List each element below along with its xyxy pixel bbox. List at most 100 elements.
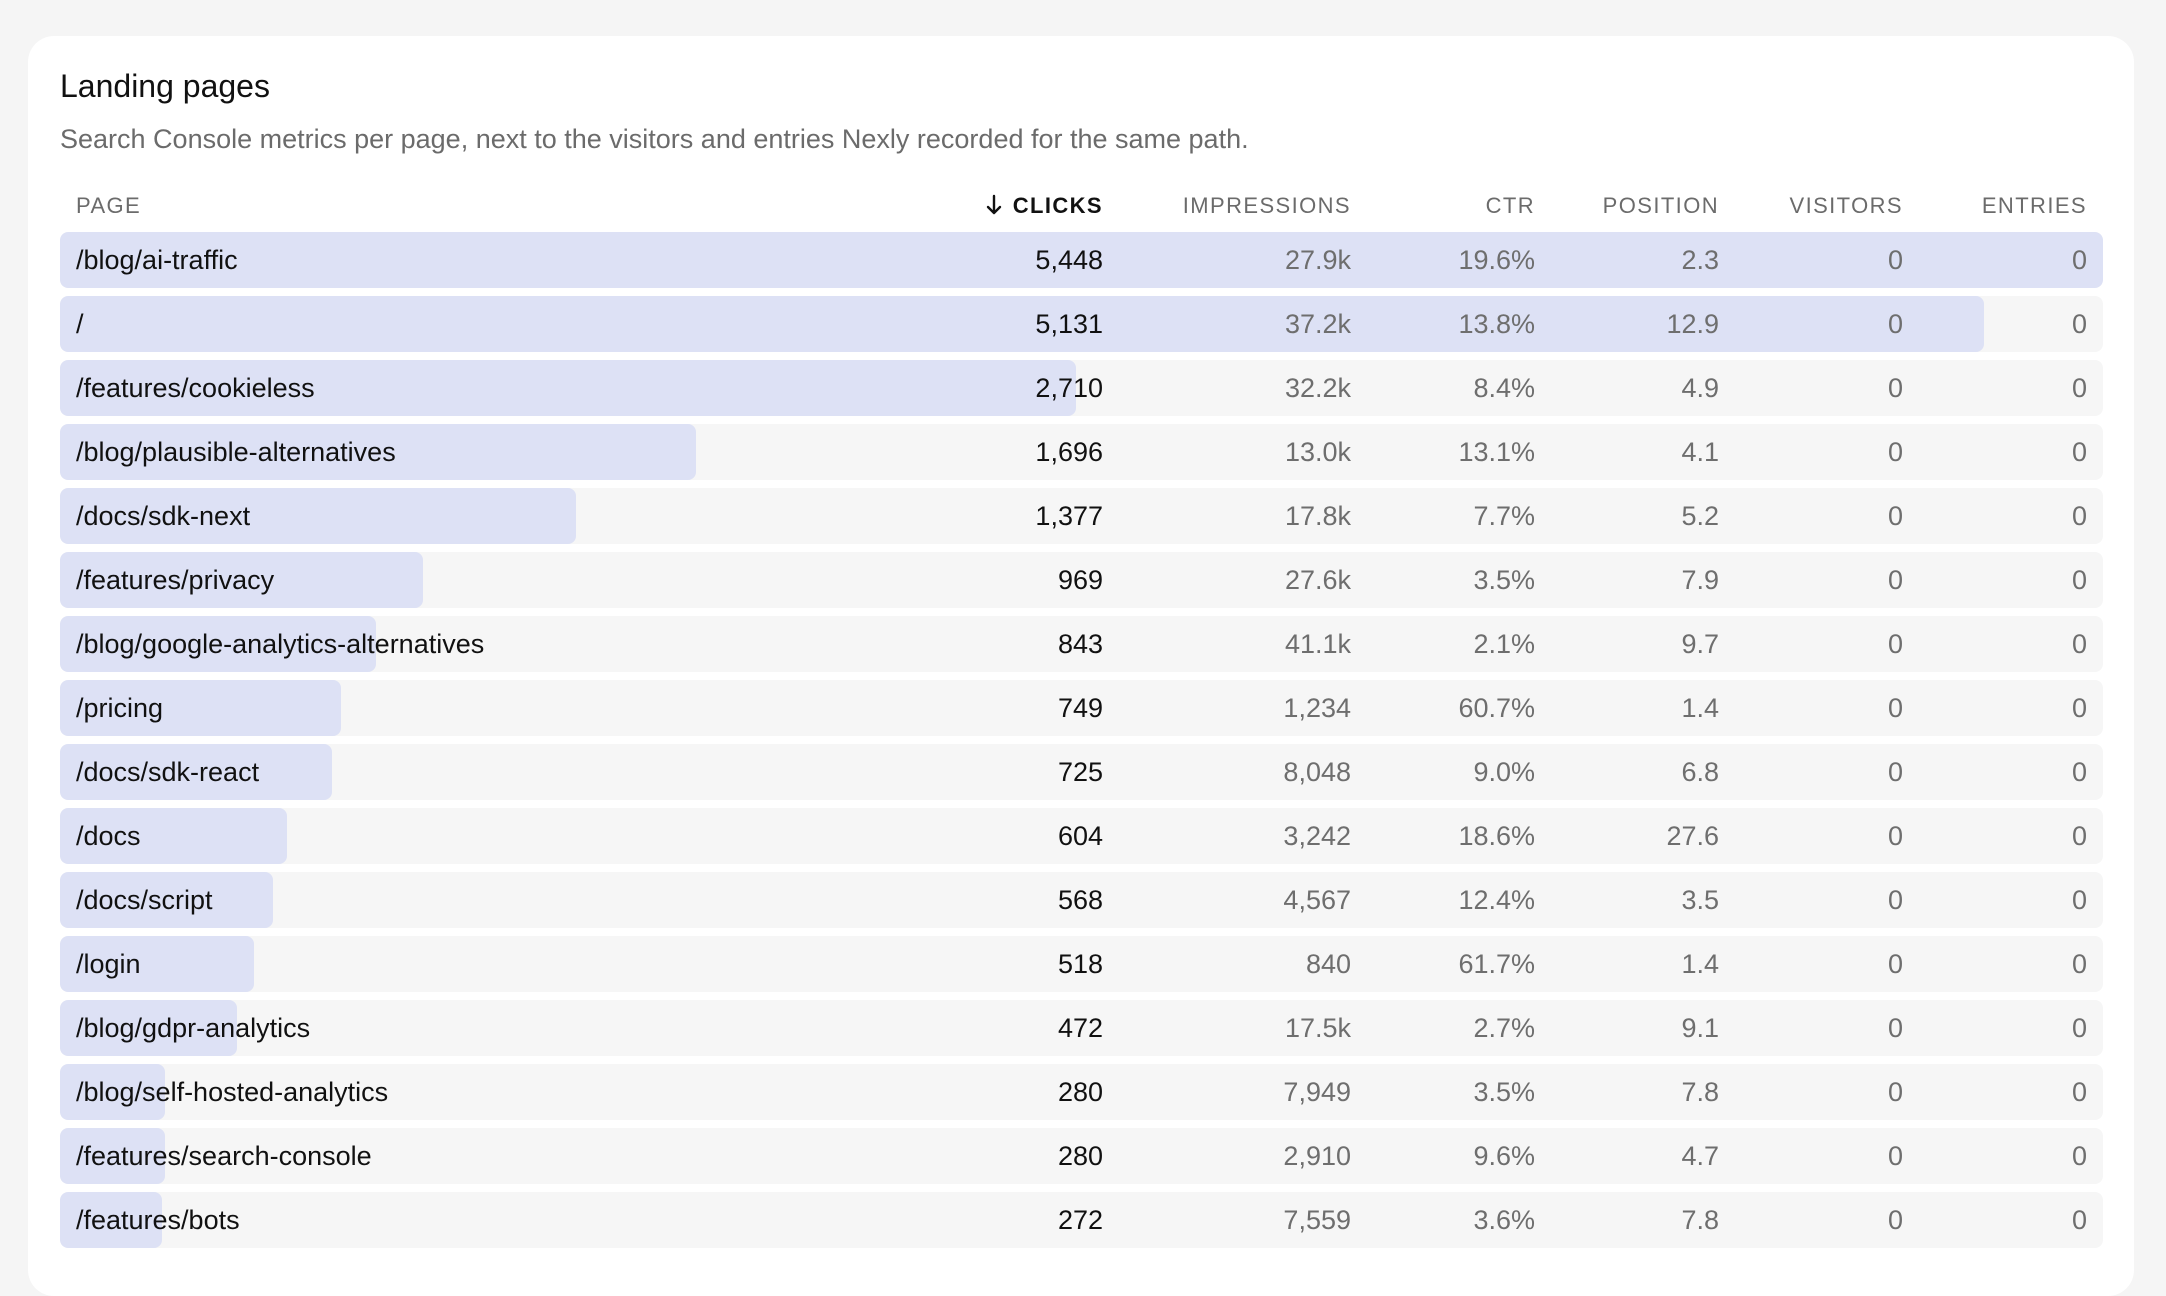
cell-visitors: 0 [1887,949,1903,979]
cell-page[interactable]: /blog/ai-traffic [76,245,238,275]
table-row[interactable]: /login 518 840 61.7% 1.4 0 0 [60,936,2103,992]
cell-page[interactable]: /blog/google-analytics-alternatives [76,629,485,659]
column-header-impressions[interactable]: IMPRESSIONS [1182,193,1351,218]
column-header-entries[interactable]: ENTRIES [1981,193,2087,218]
clicks-share-bar [60,616,376,672]
cell-visitors: 0 [1887,245,1903,275]
cell-page[interactable]: /docs [76,821,141,851]
cell-entries: 0 [2071,373,2087,403]
cell-page[interactable]: /login [76,949,141,979]
cell-impressions: 17.5k [1284,1013,1351,1043]
cell-visitors: 0 [1887,373,1903,403]
clicks-share-bar [60,552,423,608]
cell-page[interactable]: /docs/script [76,885,213,915]
cell-ctr: 9.6% [1473,1141,1535,1171]
cell-position: 4.1 [1681,437,1719,467]
cell-entries: 0 [2071,501,2087,531]
cell-page[interactable]: /docs/sdk-next [76,501,251,531]
table-row[interactable]: /blog/gdpr-analytics 472 17.5k 2.7% 9.1 0 0 [60,1000,2103,1056]
table-row[interactable]: / 5,131 37.2k 13.8% 12.9 0 0 [60,296,2103,352]
table-row[interactable]: /features/cookieless 2,710 32.2k 8.4% 4.9 0 0 [60,360,2103,416]
cell-entries: 0 [2071,949,2087,979]
table-row[interactable]: /blog/ai-traffic 5,448 27.9k 19.6% 2.3 0 0 [60,232,2103,288]
cell-clicks: 1,696 [1035,437,1103,467]
table-row[interactable]: /pricing 749 1,234 60.7% 1.4 0 0 [60,680,2103,736]
cell-entries: 0 [2071,309,2087,339]
column-header-clicks[interactable]: CLICKS [985,188,1103,224]
cell-impressions: 7,559 [1283,1205,1351,1235]
table-row[interactable]: /blog/plausible-alternatives 1,696 13.0k 13… [60,424,2103,480]
cell-entries: 0 [2071,1013,2087,1043]
cell-position: 1.4 [1681,949,1719,979]
cell-ctr: 12.4% [1458,885,1535,915]
column-header-position[interactable]: POSITION [1602,193,1719,218]
cell-entries: 0 [2071,885,2087,915]
column-header-visitors[interactable]: VISITORS [1789,193,1903,218]
column-header-ctr[interactable]: CTR [1485,193,1535,218]
cell-ctr: 7.7% [1473,501,1535,531]
cell-position: 4.9 [1681,373,1719,403]
column-header-page[interactable]: PAGE [76,193,142,218]
cell-position: 3.5 [1681,885,1719,915]
table-row[interactable]: /docs/sdk-react 725 8,048 9.0% 6.8 0 0 [60,744,2103,800]
cell-clicks: 604 [1057,821,1103,851]
cell-clicks: 568 [1057,885,1103,915]
cell-page[interactable]: /blog/plausible-alternatives [76,437,396,467]
table-row[interactable]: /docs 604 3,242 18.6% 27.6 0 0 [60,808,2103,864]
cell-visitors: 0 [1887,437,1903,467]
cell-page[interactable]: /docs/sdk-react [76,757,260,787]
cell-clicks: 280 [1057,1141,1103,1171]
table-row[interactable]: /features/privacy 969 27.6k 3.5% 7.9 0 0 [60,552,2103,608]
landing-pages-card: Landing pages Search Console metrics per… [28,36,2134,1296]
cell-impressions: 2,910 [1283,1141,1351,1171]
cell-position: 2.3 [1681,245,1719,275]
cell-position: 4.7 [1681,1141,1719,1171]
cell-visitors: 0 [1887,565,1903,595]
cell-clicks: 472 [1057,1013,1103,1043]
table-row[interactable]: /features/bots 272 7,559 3.6% 7.8 0 0 [60,1192,2103,1248]
cell-position: 9.1 [1681,1013,1719,1043]
clicks-share-bar [60,1128,165,1184]
cell-entries: 0 [2071,437,2087,467]
clicks-share-bar [60,1192,162,1248]
cell-ctr: 3.6% [1473,1205,1535,1235]
cell-page[interactable]: /features/privacy [76,565,275,595]
cell-clicks: 843 [1057,629,1103,659]
cell-impressions: 27.9k [1284,245,1351,275]
cell-entries: 0 [2071,1141,2087,1171]
cell-visitors: 0 [1887,1077,1903,1107]
cell-position: 6.8 [1681,757,1719,787]
cell-visitors: 0 [1887,1013,1903,1043]
table-row[interactable]: /features/search-console 280 2,910 9.6% 4.7 0… [60,1128,2103,1184]
cell-clicks: 272 [1057,1205,1103,1235]
clicks-share-bar [60,744,332,800]
table-row[interactable]: /docs/script 568 4,567 12.4% 3.5 0 0 [60,872,2103,928]
cell-visitors: 0 [1887,693,1903,723]
card-subtitle: Search Console metrics per page, next to… [60,124,1249,154]
cell-position: 5.2 [1681,501,1719,531]
cell-page[interactable]: /features/bots [76,1205,240,1235]
cell-page[interactable]: / [76,309,84,339]
cell-page[interactable]: /features/cookieless [76,373,315,403]
clicks-share-bar [60,424,696,480]
cell-visitors: 0 [1887,821,1903,851]
cell-page[interactable]: /blog/self-hosted-analytics [76,1077,389,1107]
cell-visitors: 0 [1887,501,1903,531]
cell-clicks: 725 [1057,757,1103,787]
cell-position: 12.9 [1666,309,1719,339]
cell-visitors: 0 [1887,309,1903,339]
cell-page[interactable]: /features/search-console [76,1141,372,1171]
table-row[interactable]: /blog/google-analytics-alternatives 843 41… [60,616,2103,672]
table-row[interactable]: /docs/sdk-next 1,377 17.8k 7.7% 5.2 0 0 [60,488,2103,544]
cell-entries: 0 [2071,565,2087,595]
cell-position: 7.9 [1681,565,1719,595]
cell-ctr: 13.1% [1458,437,1535,467]
cell-page[interactable]: /blog/gdpr-analytics [76,1013,311,1043]
table-row[interactable]: /blog/self-hosted-analytics 280 7,949 3.5% 7… [60,1064,2103,1120]
cell-page[interactable]: /pricing [76,693,164,723]
cell-visitors: 0 [1887,1141,1903,1171]
clicks-share-bar [60,296,1984,352]
cell-entries: 0 [2071,757,2087,787]
cell-position: 7.8 [1681,1205,1719,1235]
cell-ctr: 60.7% [1458,693,1535,723]
